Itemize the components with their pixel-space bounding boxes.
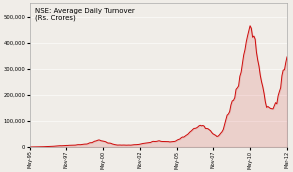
Text: NSE: Average Daily Turnover
(Rs. Crores): NSE: Average Daily Turnover (Rs. Crores) — [35, 8, 134, 21]
